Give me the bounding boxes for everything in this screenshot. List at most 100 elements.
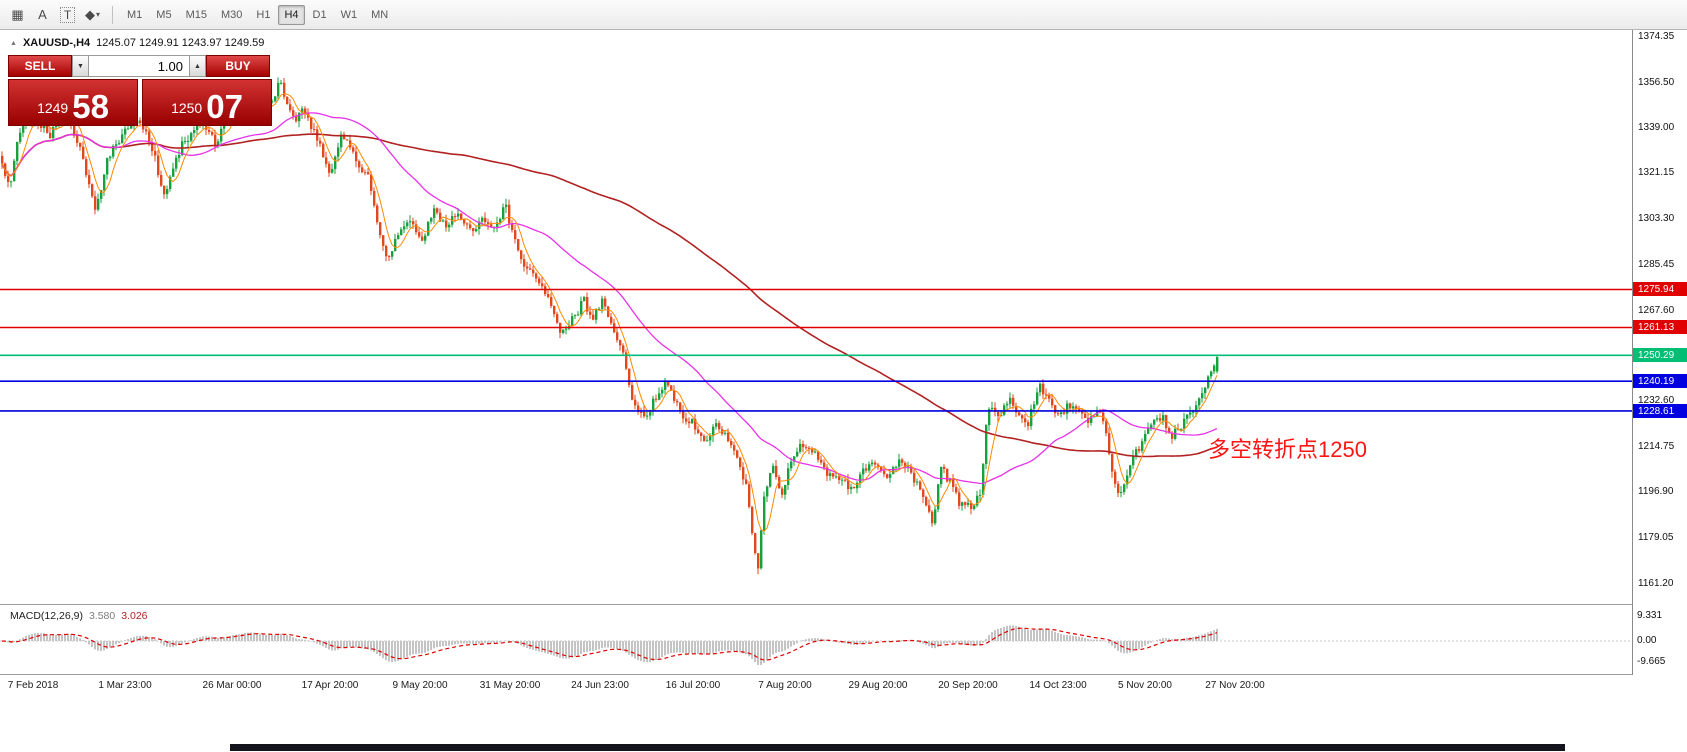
- candle-body: [649, 410, 652, 416]
- candle-body: [1045, 394, 1048, 396]
- timeframe-button-m15[interactable]: M15: [185, 8, 207, 21]
- volume-input[interactable]: [89, 55, 189, 77]
- timeframe-button-h4[interactable]: H4: [278, 4, 305, 25]
- time-axis-label: 14 Oct 23:00: [1029, 680, 1087, 691]
- candle-body: [667, 381, 670, 386]
- time-axis-label: 5 Nov 20:00: [1118, 680, 1172, 691]
- candle-body: [1009, 397, 1012, 404]
- timeframe-button-m1[interactable]: M1: [127, 8, 143, 21]
- candle-body: [313, 129, 316, 130]
- candle-body: [463, 219, 466, 224]
- candle-body: [319, 140, 322, 144]
- candle-body: [85, 159, 88, 176]
- timeframe-button-w1[interactable]: W1: [340, 8, 358, 21]
- candle-body: [289, 104, 292, 111]
- candle-body: [772, 465, 775, 474]
- candle-body: [1039, 383, 1042, 393]
- candle-body: [970, 502, 973, 509]
- chart-text-annotation[interactable]: 多空转折点1250: [1208, 437, 1367, 462]
- candle-body: [631, 385, 634, 400]
- time-axis[interactable]: 7 Feb 2018 1 Mar 23:00 26 Mar 00:00 17 Apr …: [0, 675, 1632, 699]
- candle-body: [838, 476, 841, 480]
- candle-body: [469, 224, 472, 229]
- time-axis-label: 17 Apr 20:00: [301, 680, 359, 691]
- candle-body: [847, 479, 850, 489]
- candle-body: [940, 466, 943, 485]
- candle-body: [628, 368, 631, 385]
- candle-body: [79, 142, 82, 147]
- candle-body: [601, 298, 604, 309]
- candle-body: [127, 128, 130, 130]
- sell-price-panel[interactable]: 1249 58: [8, 79, 138, 126]
- candle-body: [1021, 415, 1024, 419]
- price-tick-label: 1196.90: [1638, 486, 1674, 497]
- candle-body: [1201, 393, 1204, 399]
- timeframe-button-m30[interactable]: M30: [220, 8, 243, 21]
- text-label-tool-button[interactable]: T: [56, 3, 79, 26]
- candle-body: [424, 235, 427, 241]
- macd-indicator-canvas[interactable]: [0, 605, 1632, 674]
- candle-body: [1105, 421, 1108, 434]
- candle-body: [412, 221, 415, 225]
- candle-body: [475, 229, 478, 232]
- sell-button[interactable]: SELL: [8, 55, 72, 77]
- candle-body: [859, 474, 862, 483]
- price-chart-canvas[interactable]: [0, 33, 1632, 604]
- volume-increase-button[interactable]: ▲: [189, 55, 206, 77]
- timeframe-button-d1[interactable]: D1: [312, 8, 327, 21]
- candle-body: [163, 185, 166, 195]
- timeframe-button-m5[interactable]: M5: [156, 8, 172, 21]
- candle-body: [904, 462, 907, 468]
- candle-body: [817, 451, 820, 460]
- price-tick-label: 1267.60: [1638, 305, 1675, 316]
- price-level-badge: 1261.13: [1633, 320, 1687, 334]
- candle-body: [1081, 410, 1084, 414]
- candle-body: [961, 502, 964, 506]
- volume-decrease-button[interactable]: ▼: [72, 55, 89, 77]
- timeframe-button-h1[interactable]: H1: [256, 8, 271, 21]
- candle-body: [823, 462, 826, 468]
- candle-body: [172, 168, 175, 177]
- candle-body: [763, 496, 766, 531]
- crosshair-grid-tool-icon[interactable]: ▦: [6, 3, 29, 26]
- candle-body: [688, 421, 691, 424]
- candle-body: [142, 123, 145, 130]
- candle-body: [967, 502, 970, 505]
- text-tool-button[interactable]: A: [31, 3, 54, 26]
- candle-body: [115, 144, 118, 146]
- candle-body: [919, 481, 922, 490]
- candle-body: [973, 505, 976, 509]
- candle-body: [685, 418, 688, 422]
- candle-body: [769, 473, 772, 487]
- candle-body: [682, 410, 685, 419]
- time-axis-label: 9 May 20:00: [392, 680, 448, 691]
- candle-body: [829, 473, 832, 476]
- candle-body: [658, 393, 661, 400]
- time-axis-label: 27 Nov 20:00: [1205, 680, 1265, 691]
- candle-body: [1075, 406, 1078, 409]
- toolbar-separator: [112, 5, 113, 24]
- timeframe-button-mn[interactable]: MN: [371, 8, 389, 21]
- candle-body: [1000, 414, 1003, 417]
- time-axis-label: 26 Mar 00:00: [202, 680, 262, 691]
- candle-body: [340, 134, 343, 148]
- buy-price-panel[interactable]: 1250 07: [142, 79, 272, 126]
- candle-body: [1216, 357, 1219, 372]
- price-level-badge: 1240.19: [1633, 374, 1687, 388]
- candle-body: [1036, 392, 1039, 405]
- candle-body: [214, 134, 217, 146]
- candle-body: [388, 256, 391, 258]
- arrows-tool-button[interactable]: ◆ ▾: [81, 3, 104, 26]
- candle-body: [583, 297, 586, 302]
- candle-body: [691, 419, 694, 424]
- price-axis[interactable]: 1374.35 1356.50 1339.00 1321.15 1303.30 1285.…: [1632, 30, 1687, 675]
- candle-body: [514, 230, 517, 240]
- candle-body: [343, 134, 346, 140]
- candle-body: [775, 465, 778, 477]
- buy-button[interactable]: BUY: [206, 55, 270, 77]
- candle-body: [442, 220, 445, 222]
- candle-body: [328, 163, 331, 173]
- candle-body: [400, 229, 403, 236]
- candle-body: [835, 476, 838, 478]
